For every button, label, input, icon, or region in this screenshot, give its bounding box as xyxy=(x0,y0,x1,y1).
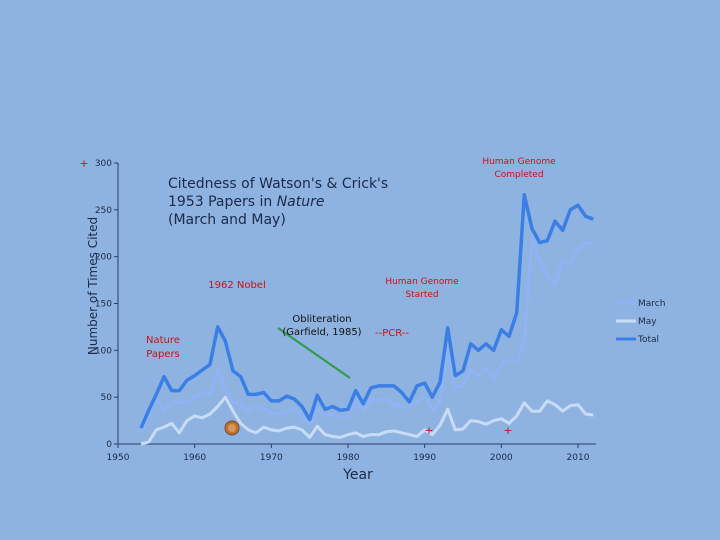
plus-marker-pcr: + xyxy=(424,424,433,437)
legend-label-may: May xyxy=(638,317,657,327)
title-line-3: (March and May) xyxy=(168,212,286,228)
annotation-genome-started-2: Started xyxy=(405,290,438,300)
series-lines xyxy=(139,193,594,446)
y-ticks: 0 50 100 150 200 250 300 xyxy=(95,159,118,450)
nobel-medal-icon xyxy=(224,420,240,436)
series-line-march xyxy=(139,236,594,434)
y-tick-label: 50 xyxy=(101,393,113,403)
legend-label-total: Total xyxy=(637,335,659,345)
y-tick-label: 300 xyxy=(95,159,112,169)
x-tick-label: 1990 xyxy=(413,453,436,463)
annotation-genome-started-1: Human Genome xyxy=(385,277,459,287)
x-tick-label: 1950 xyxy=(107,453,130,463)
legend: March May Total xyxy=(616,299,665,345)
chart-title: Citedness of Watson's & Crick's 1953 Pap… xyxy=(168,176,388,228)
annotation-obliteration-2: (Garfield, 1985) xyxy=(282,327,361,338)
y-axis-label: Number of Times Cited xyxy=(86,217,100,355)
y-tick-label: 250 xyxy=(95,206,112,216)
series-line-total xyxy=(139,193,594,429)
annotation-obliteration-1: Obliteration xyxy=(292,314,351,325)
y-tick-label: 150 xyxy=(95,300,112,310)
x-tick-label: 1970 xyxy=(260,453,283,463)
title-line-2: 1953 Papers in Nature xyxy=(168,194,324,210)
y-tick-label: 100 xyxy=(95,346,112,356)
x-tick-label: 1980 xyxy=(337,453,360,463)
x-axis-label: Year xyxy=(342,467,373,483)
plus-marker-genome: + xyxy=(503,424,512,437)
annotation-pcr: --PCR-- xyxy=(375,328,409,339)
annotation-genome-completed-1: Human Genome xyxy=(482,157,556,167)
x-tick-label: 2010 xyxy=(567,453,590,463)
y-tick-label: 200 xyxy=(95,253,112,263)
x-tick-label: 2000 xyxy=(490,453,513,463)
series-line-may xyxy=(140,395,594,446)
annotations: + Human Genome Completed 1962 Nobel Huma… xyxy=(79,157,556,437)
x-ticks: 1950 1960 1970 1980 1990 2000 2010 xyxy=(107,444,590,463)
title-line-2-text: 1953 Papers in xyxy=(168,194,277,210)
plus-marker-top-left: + xyxy=(79,157,88,170)
title-line-1: Citedness of Watson's & Crick's xyxy=(168,176,388,192)
annotation-nobel: 1962 Nobel xyxy=(208,280,266,291)
annotation-nature-papers-2: Papers xyxy=(146,349,180,360)
y-tick-label: 0 xyxy=(106,440,112,450)
x-tick-label: 1960 xyxy=(183,453,206,463)
title-line-2-italic: Nature xyxy=(277,194,325,210)
annotation-genome-completed-2: Completed xyxy=(494,170,543,180)
annotation-nature-papers-1: Nature xyxy=(146,335,180,346)
legend-label-march: March xyxy=(638,299,665,309)
obliteration-line xyxy=(277,327,351,379)
